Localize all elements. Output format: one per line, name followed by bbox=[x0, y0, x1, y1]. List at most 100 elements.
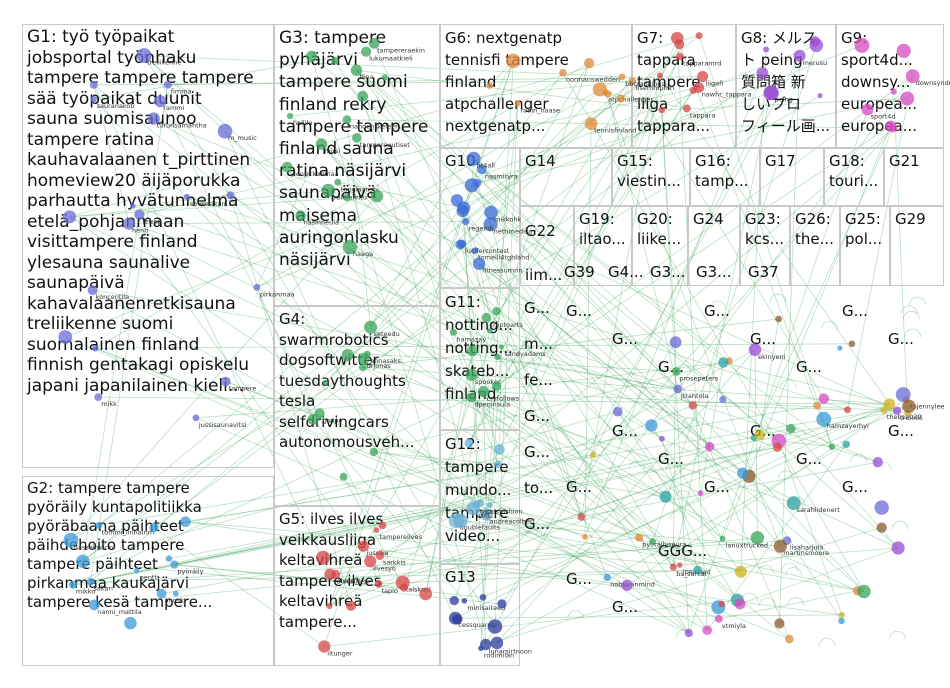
keyword-line: tampere ratina bbox=[27, 129, 155, 150]
graph-node bbox=[683, 104, 691, 113]
graph-node bbox=[450, 194, 464, 207]
graph-node bbox=[763, 85, 778, 101]
keyword-line: 質問箱 新 bbox=[741, 73, 806, 91]
graph-edge bbox=[485, 527, 882, 645]
graph-loop bbox=[900, 305, 918, 314]
graph-edge bbox=[92, 289, 708, 631]
group-title: G25: bbox=[845, 210, 881, 228]
group-cell-g3x: G3... bbox=[646, 260, 686, 290]
graph-node bbox=[861, 103, 874, 116]
graph-edge bbox=[256, 143, 322, 288]
graph-edge bbox=[322, 405, 693, 559]
graph-edge bbox=[370, 60, 514, 328]
graph-edge bbox=[893, 91, 908, 414]
graph-edge bbox=[723, 362, 890, 405]
graph-node bbox=[89, 80, 98, 89]
keyword-line: viestin... bbox=[617, 172, 681, 190]
node-label: bbcrankings bbox=[625, 80, 665, 88]
keyword-line: pirkanmaa kaukajärvi bbox=[27, 574, 190, 592]
graph-edge bbox=[370, 72, 564, 328]
keyword-line: pyöräily kuntapolitiikka bbox=[27, 498, 202, 516]
keyword-line: selfdrivingcars bbox=[279, 412, 389, 431]
graph-node bbox=[874, 500, 889, 515]
keyword-line: tampere tampere bbox=[279, 116, 429, 137]
keyword-line: G... bbox=[796, 358, 822, 376]
graph-edge bbox=[362, 366, 681, 566]
graph-node bbox=[486, 82, 493, 89]
group-cell-g18: G18: touri... bbox=[824, 148, 884, 206]
graph-node bbox=[318, 640, 331, 653]
graph-node bbox=[775, 315, 782, 323]
graph-node bbox=[466, 392, 477, 403]
graph-node bbox=[339, 472, 348, 481]
graph-node bbox=[253, 283, 261, 291]
graph-node bbox=[370, 189, 384, 203]
keyword-line: pyöräbaana päihteet bbox=[27, 517, 184, 535]
keyword-line: treliikenne suomi bbox=[27, 314, 174, 334]
graph-node bbox=[584, 58, 595, 69]
keyword-line: maisema bbox=[279, 205, 357, 226]
graph-edge bbox=[676, 38, 708, 631]
graph-node bbox=[893, 406, 902, 415]
graph-node bbox=[324, 568, 336, 580]
graph-node bbox=[369, 447, 378, 457]
group-cell-g16: G16: tamp... bbox=[690, 148, 760, 206]
graph-node bbox=[737, 467, 749, 479]
graph-edge bbox=[679, 547, 899, 566]
node-label: sandyadams bbox=[504, 350, 546, 358]
group-keywords: G4: swarmrobotics dogsoftwitter tuesdaythou… bbox=[279, 309, 414, 453]
node-label: sport4d bbox=[871, 113, 896, 121]
keyword-line: finland sauna bbox=[279, 139, 394, 160]
graph-node bbox=[491, 381, 502, 391]
group-keywords: G25: pol... bbox=[845, 209, 882, 249]
group-title: G39 bbox=[564, 263, 595, 281]
graph-edge bbox=[468, 90, 694, 444]
keyword-line: G... bbox=[524, 515, 550, 533]
graph-node bbox=[368, 37, 380, 49]
graph-edge bbox=[143, 55, 496, 627]
group-keywords: G26: the... bbox=[795, 209, 834, 249]
keyword-line: しいプロ bbox=[741, 95, 802, 113]
graph-edge bbox=[373, 451, 498, 465]
keyword-line: tampere ilves bbox=[279, 571, 382, 590]
graph-node bbox=[748, 343, 762, 357]
keyword-line: europea... bbox=[841, 117, 917, 135]
graph-node bbox=[494, 353, 501, 361]
graph-node bbox=[697, 490, 704, 497]
graph-loop bbox=[904, 328, 922, 338]
graph-node bbox=[658, 106, 666, 114]
graph-loop bbox=[778, 470, 795, 479]
graph-node bbox=[816, 411, 832, 427]
keyword-line: G... bbox=[796, 450, 822, 468]
graph-node bbox=[672, 367, 681, 376]
graph-edge bbox=[463, 207, 487, 645]
graph-node bbox=[669, 336, 682, 349]
group-cell-g25: G25: pol... bbox=[840, 206, 890, 286]
group-title: G18: bbox=[829, 152, 865, 170]
graph-node bbox=[286, 112, 294, 120]
graph-edge bbox=[346, 119, 894, 129]
graph-loop bbox=[789, 428, 807, 437]
graph-edge bbox=[499, 56, 681, 450]
group-keywords: G16: tamp... bbox=[695, 151, 749, 191]
graph-edge bbox=[676, 128, 894, 372]
graph-edge bbox=[98, 405, 818, 526]
keyword-line: downsy... bbox=[841, 73, 911, 91]
group-keywords: G37 bbox=[748, 262, 779, 282]
node-label: nanqenskeleen bbox=[350, 123, 399, 131]
graph-edge bbox=[753, 128, 894, 438]
graph-edge bbox=[195, 417, 689, 634]
node-label: turunsamantha bbox=[157, 122, 207, 130]
graph-node bbox=[659, 490, 672, 503]
group-keywords: G... m... fe... G... G... to... G... bbox=[524, 290, 553, 542]
group-keywords: G21 bbox=[889, 151, 920, 171]
graph-edge bbox=[321, 143, 723, 539]
graph-node bbox=[673, 384, 683, 394]
graph-edge bbox=[373, 43, 582, 518]
group-title: G3... bbox=[650, 263, 686, 281]
node-label: lisaharjula bbox=[790, 544, 823, 552]
node-label: andreacolbert bbox=[490, 518, 536, 526]
graph-node bbox=[343, 193, 351, 202]
graph-edge bbox=[143, 55, 226, 132]
group-title: G20: bbox=[637, 210, 673, 228]
